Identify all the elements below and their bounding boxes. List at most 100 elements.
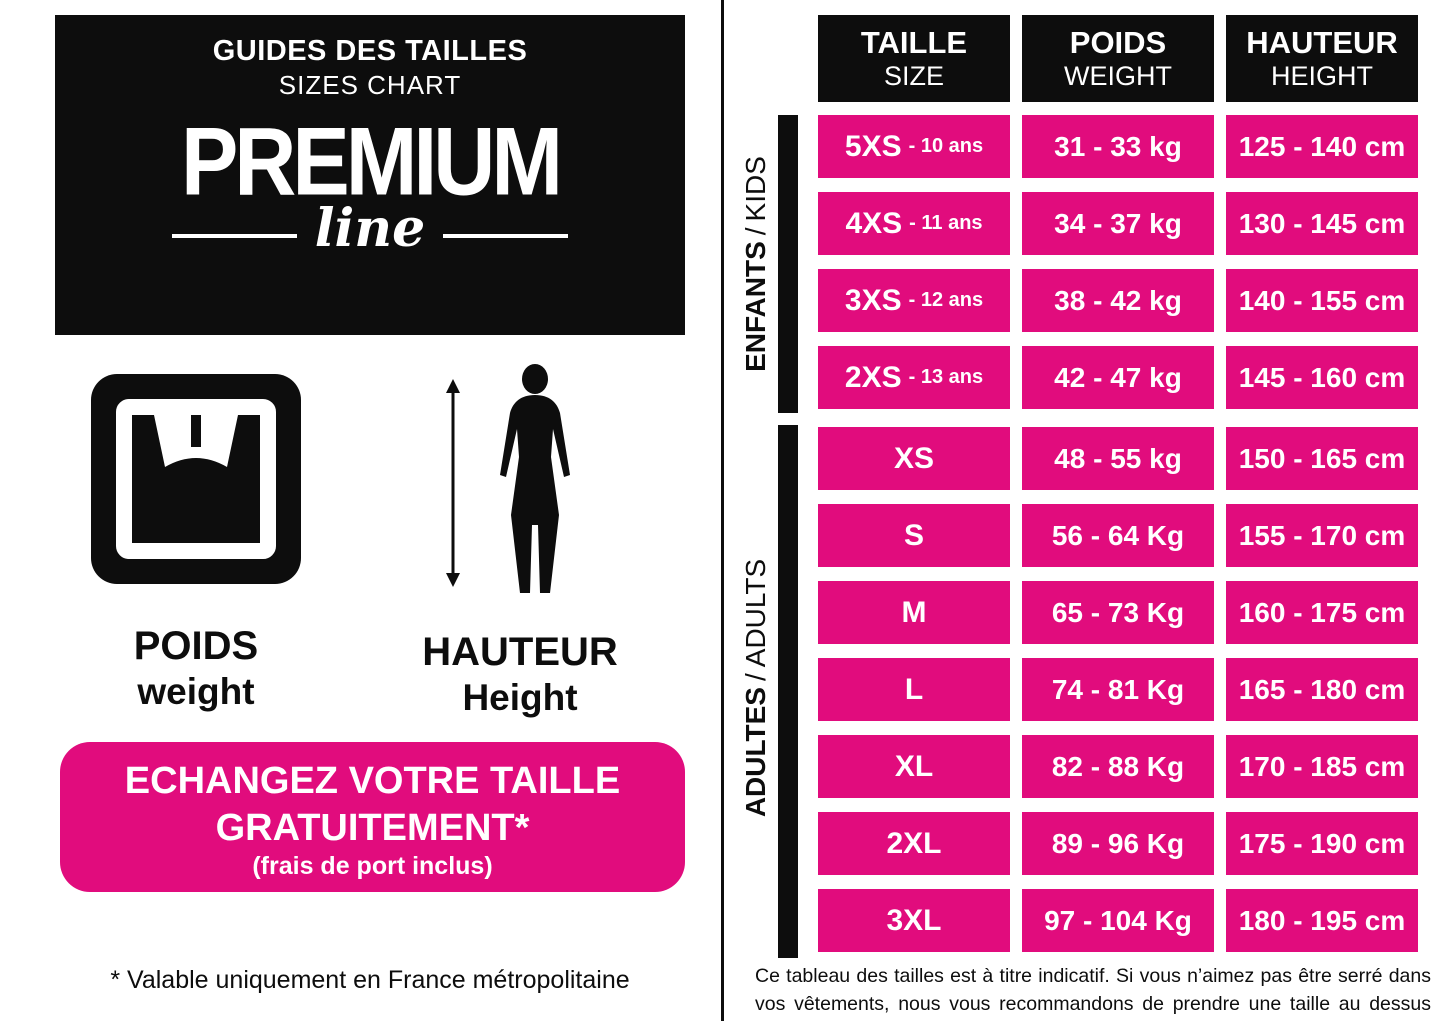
height-cell: 130 - 145 cm: [1226, 192, 1418, 255]
adults-group-label: ADULTES / ADULTS: [740, 538, 774, 838]
weight-cell: 42 - 47 kg: [1022, 346, 1214, 409]
size-value: 4XS: [845, 206, 903, 240]
age-value: - 13 ans: [908, 366, 984, 388]
header-weight: POIDS WEIGHT: [1022, 15, 1214, 102]
kids-group-bar: [778, 115, 798, 413]
guide-title-en: SIZES CHART: [278, 70, 462, 100]
adults-label-en: ADULTS: [740, 558, 771, 668]
table-row: XL 82 - 88 Kg 170 - 185 cm: [818, 735, 1418, 798]
height-cell: 175 - 190 cm: [1226, 812, 1418, 875]
header-weight-fr: POIDS: [1069, 25, 1167, 61]
age-value: - 10 ans: [908, 135, 984, 157]
weight-legend: POIDS weight: [90, 373, 302, 713]
height-label-en: Height: [462, 677, 578, 718]
age-value: - 12 ans: [908, 289, 984, 311]
size-value: XL: [894, 749, 934, 783]
size-cell: 5XS - 10 ans: [818, 115, 1010, 178]
weight-cell: 97 - 104 Kg: [1022, 889, 1214, 952]
size-value: S: [903, 518, 924, 552]
size-cell: L: [818, 658, 1010, 721]
height-cell: 155 - 170 cm: [1226, 504, 1418, 567]
kids-label-sep: /: [740, 227, 771, 236]
weight-cell: 82 - 88 Kg: [1022, 735, 1214, 798]
weight-cell: 56 - 64 Kg: [1022, 504, 1214, 567]
adults-label-fr: ADULTES: [740, 687, 771, 818]
brand-name: PREMIUM: [180, 108, 563, 216]
free-exchange-banner: ECHANGEZ VOTRE TAILLE GRATUITEMENT* (fra…: [60, 742, 685, 892]
size-cell: XS: [818, 427, 1010, 490]
table-row: 5XS - 10 ans 31 - 33 kg 125 - 140 cm: [818, 115, 1418, 178]
size-cell: 4XS - 11 ans: [818, 192, 1010, 255]
size-cell: M: [818, 581, 1010, 644]
size-value: L: [904, 672, 924, 706]
tagline-rule-left: [171, 234, 297, 238]
size-value: 3XL: [886, 903, 942, 937]
header-height-fr: HAUTEUR: [1246, 25, 1398, 61]
banner-line2: GRATUITEMENT*: [215, 807, 530, 849]
table-row: XS 48 - 55 kg 150 - 165 cm: [818, 427, 1418, 490]
brand-logo-box: GUIDES DES TAILLES SIZES CHART PREMIUM l…: [55, 15, 685, 335]
table-row: 4XS - 11 ans 34 - 37 kg 130 - 145 cm: [818, 192, 1418, 255]
weight-cell: 48 - 55 kg: [1022, 427, 1214, 490]
table-row: 3XL 97 - 104 Kg 180 - 195 cm: [818, 889, 1418, 952]
weight-cell: 65 - 73 Kg: [1022, 581, 1214, 644]
weight-cell: 31 - 33 kg: [1022, 115, 1214, 178]
adults-group-bar: [778, 425, 798, 958]
header-height: HAUTEUR HEIGHT: [1226, 15, 1418, 102]
size-value: XS: [893, 441, 935, 475]
table-row: S 56 - 64 Kg 155 - 170 cm: [818, 504, 1418, 567]
size-cell: 3XS - 12 ans: [818, 269, 1010, 332]
table-row: M 65 - 73 Kg 160 - 175 cm: [818, 581, 1418, 644]
header-weight-en: WEIGHT: [1064, 60, 1172, 91]
banner-line1: ECHANGEZ VOTRE TAILLE: [124, 760, 621, 802]
size-value: M: [901, 595, 927, 629]
weight-label-fr: POIDS: [133, 624, 259, 668]
weight-cell: 34 - 37 kg: [1022, 192, 1214, 255]
size-cell: XL: [818, 735, 1010, 798]
height-label-fr: HAUTEUR: [422, 630, 618, 674]
height-cell: 170 - 185 cm: [1226, 735, 1418, 798]
table-row: 2XL 89 - 96 Kg 175 - 190 cm: [818, 812, 1418, 875]
size-cell: 2XS - 13 ans: [818, 346, 1010, 409]
size-value: 3XS: [844, 283, 902, 317]
adults-rows: XS 48 - 55 kg 150 - 165 cm S 56 - 64 Kg …: [818, 427, 1418, 966]
size-cell: 2XL: [818, 812, 1010, 875]
header-size-en: SIZE: [883, 60, 944, 91]
table-disclaimer: Ce tableau des tailles est à titre indic…: [755, 965, 1431, 1016]
brand-sub-name: line: [314, 198, 426, 259]
height-cell: 160 - 175 cm: [1226, 581, 1418, 644]
france-footnote: * Valable uniquement en France métropoli…: [110, 966, 630, 994]
table-row: 2XS - 13 ans 42 - 47 kg 145 - 160 cm: [818, 346, 1418, 409]
table-row: L 74 - 81 Kg 165 - 180 cm: [818, 658, 1418, 721]
header-height-en: HEIGHT: [1270, 60, 1373, 91]
height-cell: 150 - 165 cm: [1226, 427, 1418, 490]
adults-label-sep: /: [740, 673, 771, 682]
height-cell: 165 - 180 cm: [1226, 658, 1418, 721]
weight-cell: 74 - 81 Kg: [1022, 658, 1214, 721]
kids-group-label: ENFANTS / KIDS: [740, 114, 774, 414]
table-row: 3XS - 12 ans 38 - 42 kg 140 - 155 cm: [818, 269, 1418, 332]
tagline-rule-right: [443, 234, 569, 238]
height-cell: 180 - 195 cm: [1226, 889, 1418, 952]
kids-rows: 5XS - 10 ans 31 - 33 kg 125 - 140 cm 4XS -…: [818, 115, 1418, 423]
height-person-icon: [446, 364, 570, 593]
age-value: - 11 ans: [909, 212, 983, 234]
banner-line3: (frais de port inclus): [252, 852, 493, 880]
vertical-divider: [721, 0, 724, 1021]
table-header-row: TAILLE SIZE POIDS WEIGHT HAUTEUR HEIGHT: [818, 15, 1418, 102]
size-value: 2XS: [844, 360, 902, 394]
brand-tagline: line: [55, 203, 685, 255]
header-size-fr: TAILLE: [860, 25, 968, 61]
kids-label-en: KIDS: [740, 156, 771, 222]
size-value: 2XL: [886, 826, 942, 860]
height-cell: 125 - 140 cm: [1226, 115, 1418, 178]
height-cell: 140 - 155 cm: [1226, 269, 1418, 332]
guide-title-fr: GUIDES DES TAILLES: [212, 35, 528, 67]
size-value: 5XS: [844, 129, 902, 163]
height-cell: 145 - 160 cm: [1226, 346, 1418, 409]
weight-scale-icon: [91, 374, 301, 584]
size-cell: 3XL: [818, 889, 1010, 952]
weight-cell: 89 - 96 Kg: [1022, 812, 1214, 875]
weight-label-en: weight: [137, 671, 255, 712]
